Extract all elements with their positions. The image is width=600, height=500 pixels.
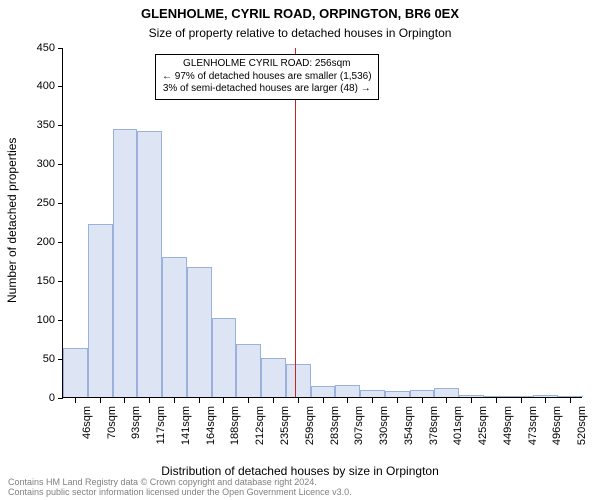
reference-line bbox=[295, 48, 297, 397]
x-tick-mark bbox=[273, 398, 274, 403]
x-tick-mark bbox=[223, 398, 224, 403]
x-tick-label: 473sqm bbox=[527, 406, 539, 456]
y-axis-label: Number of detached properties bbox=[5, 138, 19, 303]
histogram-bar bbox=[63, 348, 88, 397]
x-tick-mark bbox=[471, 398, 472, 403]
x-tick-label: 46sqm bbox=[81, 406, 93, 456]
y-tick-label: 150 bbox=[23, 275, 55, 287]
x-tick-mark bbox=[372, 398, 373, 403]
x-tick-mark bbox=[199, 398, 200, 403]
x-tick-label: 449sqm bbox=[502, 406, 514, 456]
x-tick-mark bbox=[149, 398, 150, 403]
annotation-line: ← 97% of detached houses are smaller (1,… bbox=[162, 71, 372, 84]
histogram-bar bbox=[509, 396, 534, 397]
histogram-bar bbox=[187, 267, 212, 397]
y-tick-label: 100 bbox=[23, 314, 55, 326]
x-tick-mark bbox=[75, 398, 76, 403]
histogram-bar bbox=[113, 129, 138, 397]
histogram-bar bbox=[212, 318, 237, 397]
x-tick-label: 520sqm bbox=[576, 406, 588, 456]
histogram-bar bbox=[533, 395, 558, 397]
histogram-bar bbox=[335, 385, 360, 397]
y-tick-label: 350 bbox=[23, 119, 55, 131]
x-tick-label: 401sqm bbox=[452, 406, 464, 456]
y-tick-mark bbox=[58, 320, 63, 321]
histogram-bar bbox=[137, 131, 162, 397]
footer-attribution: Contains HM Land Registry data © Crown c… bbox=[8, 478, 352, 498]
x-tick-label: 307sqm bbox=[353, 406, 365, 456]
x-tick-mark bbox=[248, 398, 249, 403]
x-tick-label: 330sqm bbox=[378, 406, 390, 456]
histogram-bar bbox=[434, 388, 459, 397]
y-tick-mark bbox=[58, 164, 63, 165]
x-tick-label: 212sqm bbox=[254, 406, 266, 456]
plot-area: 05010015020025030035040045046sqm70sqm93s… bbox=[62, 48, 582, 398]
histogram-bar bbox=[311, 386, 336, 397]
annotation-line: 3% of semi-detached houses are larger (4… bbox=[162, 83, 372, 96]
chart-title-sub: Size of property relative to detached ho… bbox=[0, 26, 600, 40]
histogram-bar bbox=[286, 364, 311, 397]
y-tick-mark bbox=[58, 242, 63, 243]
histogram-bar bbox=[410, 390, 435, 397]
histogram-bar bbox=[558, 396, 583, 397]
histogram-bar bbox=[236, 344, 261, 397]
x-tick-mark bbox=[323, 398, 324, 403]
y-tick-label: 400 bbox=[23, 80, 55, 92]
x-tick-label: 283sqm bbox=[329, 406, 341, 456]
histogram-bar bbox=[459, 395, 484, 397]
x-tick-mark bbox=[347, 398, 348, 403]
x-tick-label: 235sqm bbox=[279, 406, 291, 456]
x-tick-label: 259sqm bbox=[304, 406, 316, 456]
y-tick-mark bbox=[58, 281, 63, 282]
x-tick-label: 425sqm bbox=[477, 406, 489, 456]
x-tick-label: 93sqm bbox=[130, 406, 142, 456]
x-tick-mark bbox=[422, 398, 423, 403]
y-tick-label: 0 bbox=[23, 392, 55, 404]
x-tick-mark bbox=[298, 398, 299, 403]
y-tick-mark bbox=[58, 86, 63, 87]
footer-line-2: Contains public sector information licen… bbox=[8, 488, 352, 498]
x-tick-mark bbox=[124, 398, 125, 403]
x-axis-label: Distribution of detached houses by size … bbox=[0, 464, 600, 478]
x-tick-label: 70sqm bbox=[106, 406, 118, 456]
y-tick-mark bbox=[58, 48, 63, 49]
y-tick-label: 200 bbox=[23, 236, 55, 248]
y-tick-label: 250 bbox=[23, 197, 55, 209]
x-tick-label: 188sqm bbox=[229, 406, 241, 456]
annotation-line: GLENHOLME CYRIL ROAD: 256sqm bbox=[162, 58, 372, 71]
x-tick-mark bbox=[570, 398, 571, 403]
histogram-bar bbox=[385, 391, 410, 397]
histogram-bar bbox=[162, 257, 187, 397]
x-tick-mark bbox=[521, 398, 522, 403]
x-tick-label: 354sqm bbox=[403, 406, 415, 456]
y-tick-label: 300 bbox=[23, 158, 55, 170]
histogram-bar bbox=[261, 358, 286, 397]
x-tick-mark bbox=[496, 398, 497, 403]
x-tick-mark bbox=[100, 398, 101, 403]
histogram-bar bbox=[88, 224, 113, 397]
x-tick-mark bbox=[397, 398, 398, 403]
y-tick-label: 450 bbox=[23, 42, 55, 54]
histogram-bar bbox=[360, 390, 385, 397]
y-tick-mark bbox=[58, 398, 63, 399]
histogram-bar bbox=[484, 396, 509, 397]
x-tick-label: 164sqm bbox=[205, 406, 217, 456]
x-tick-label: 378sqm bbox=[428, 406, 440, 456]
y-tick-mark bbox=[58, 125, 63, 126]
x-tick-mark bbox=[174, 398, 175, 403]
y-tick-mark bbox=[58, 203, 63, 204]
annotation-box: GLENHOLME CYRIL ROAD: 256sqm← 97% of det… bbox=[155, 54, 379, 100]
x-tick-label: 496sqm bbox=[551, 406, 563, 456]
chart-title-main: GLENHOLME, CYRIL ROAD, ORPINGTON, BR6 0E… bbox=[0, 6, 600, 21]
x-tick-mark bbox=[446, 398, 447, 403]
chart-container: GLENHOLME, CYRIL ROAD, ORPINGTON, BR6 0E… bbox=[0, 0, 600, 500]
x-tick-label: 141sqm bbox=[180, 406, 192, 456]
y-tick-label: 50 bbox=[23, 353, 55, 365]
x-tick-label: 117sqm bbox=[155, 406, 167, 456]
x-tick-mark bbox=[545, 398, 546, 403]
